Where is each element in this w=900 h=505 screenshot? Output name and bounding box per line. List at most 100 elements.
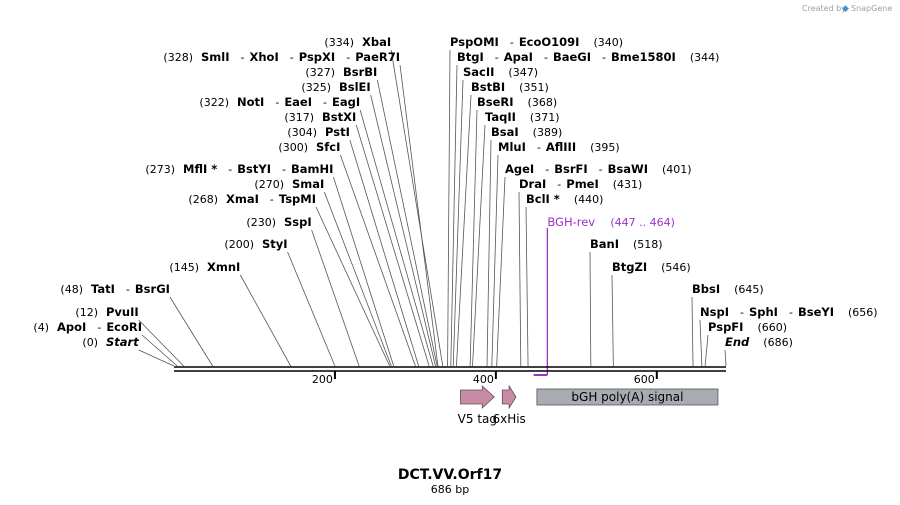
site-separator: - [126, 283, 130, 296]
site-pos-bstbi: (351) [519, 81, 549, 94]
site-xhoi[interactable]: XhoI [250, 50, 279, 64]
site-leader-sspi [311, 229, 360, 367]
feature-v5-tag[interactable]: V5 tag [458, 385, 497, 426]
site-start[interactable]: Start [106, 335, 139, 349]
site-btgzi[interactable]: BtgZI [612, 260, 647, 274]
site-bani[interactable]: BanI [590, 237, 619, 251]
site-leader-bbsi [691, 296, 694, 367]
site-pos-xmai: (268) [188, 193, 218, 206]
site-leader-noti [359, 109, 434, 367]
site-leader-smai [323, 191, 392, 367]
site-apai[interactable]: ApaI [504, 50, 533, 64]
site-separator: - [275, 96, 279, 109]
feature-bgh-poly-a-signal[interactable]: bGH poly(A) signal [536, 388, 719, 406]
site-mfli[interactable]: MflI * [183, 162, 217, 176]
site-pos-sfci: (300) [278, 141, 308, 154]
site-separator: - [346, 51, 350, 64]
site-leader-xmai [315, 206, 391, 367]
site-bseri[interactable]: BseRI [477, 95, 514, 109]
site-pspxi[interactable]: PspXI [299, 50, 335, 64]
site-separator: - [602, 51, 606, 64]
site-btgi[interactable]: BtgI [457, 50, 484, 64]
site-paer7i[interactable]: PaeR7I [355, 50, 400, 64]
site-pos-bbsi: (645) [734, 283, 764, 296]
site-tspmi[interactable]: TspMI [279, 192, 316, 206]
site-leader-drai [518, 191, 522, 367]
site-apoi[interactable]: ApoI [57, 320, 86, 334]
feature-label: 6xHis [492, 412, 525, 426]
site-pos-bcli: (440) [574, 193, 604, 206]
site-baegi[interactable]: BaeGI [553, 50, 591, 64]
site-bme1580i[interactable]: Bme1580I [611, 50, 676, 64]
site-pos-bani: (518) [633, 238, 663, 251]
site-bsawi[interactable]: BsaWI [608, 162, 648, 176]
site-bsai[interactable]: BsaI [491, 125, 519, 139]
site-bsrgi[interactable]: BsrGI [135, 282, 170, 296]
site-bbsi[interactable]: BbsI [692, 282, 720, 296]
site-leader-apoi [141, 334, 178, 367]
site-eagi[interactable]: EagI [332, 95, 360, 109]
site-mlui[interactable]: MluI [498, 140, 526, 154]
feature-box[interactable] [536, 388, 719, 406]
site-smai[interactable]: SmaI [292, 177, 324, 191]
site-pspfi[interactable]: PspFI [708, 320, 743, 334]
site-pspomi[interactable]: PspOMI [450, 35, 499, 49]
site-sacii[interactable]: SacII [463, 65, 494, 79]
site-bslei[interactable]: BslEI [339, 80, 371, 94]
site-eaei[interactable]: EaeI [284, 95, 312, 109]
site-leader-bseri [469, 109, 478, 367]
site-smli[interactable]: SmlI [201, 50, 230, 64]
site-pos-styi: (200) [224, 238, 254, 251]
feature-6xhis[interactable]: 6xHis [492, 384, 526, 426]
site-bsrfi[interactable]: BsrFI [554, 162, 587, 176]
site-separator: - [740, 306, 744, 319]
site-pos-smli: (328) [163, 51, 193, 64]
site-ecoo109i[interactable]: EcoO109I [519, 35, 580, 49]
site-bstbi[interactable]: BstBI [471, 80, 505, 94]
primer-bgh-rev[interactable]: BGH-rev (447 .. 464) [533, 215, 675, 376]
site-pos-end: (686) [763, 336, 793, 349]
site-separator: - [228, 163, 232, 176]
ruler-tick-label-400: 400 [473, 373, 494, 386]
site-pos-xbai: (334) [324, 36, 354, 49]
site-psti[interactable]: PstI [325, 125, 350, 139]
site-pmei[interactable]: PmeI [566, 177, 599, 191]
site-leader-psti [349, 139, 420, 367]
site-end[interactable]: End [725, 335, 750, 349]
site-bsrbi[interactable]: BsrBI [343, 65, 377, 79]
site-drai[interactable]: DraI [519, 177, 546, 191]
site-xbai[interactable]: XbaI [362, 35, 391, 49]
site-nspi[interactable]: NspI [700, 305, 729, 319]
site-styi[interactable]: StyI [262, 237, 288, 251]
site-pos-pspfi: (660) [757, 321, 787, 334]
site-bstxi[interactable]: BstXI [322, 110, 356, 124]
site-bstyi[interactable]: BstYI [237, 162, 271, 176]
site-sspi[interactable]: SspI [284, 215, 312, 229]
site-pvuii[interactable]: PvuII [106, 305, 139, 319]
site-xmai[interactable]: XmaI [226, 192, 259, 206]
site-leader-bstbi [456, 94, 472, 367]
site-agei[interactable]: AgeI [505, 162, 534, 176]
site-taqii[interactable]: TaqII [485, 110, 516, 124]
site-sphi[interactable]: SphI [749, 305, 778, 319]
site-tati[interactable]: TatI [91, 282, 115, 296]
feature-arrow[interactable] [460, 385, 495, 409]
site-bamhi[interactable]: BamHI [291, 162, 333, 176]
site-afliii[interactable]: AflIII [546, 140, 576, 154]
feature-arrow[interactable] [501, 384, 517, 410]
site-leader-taqii [472, 124, 486, 367]
site-ecori[interactable]: EcoRI [106, 320, 142, 334]
site-bseyi[interactable]: BseYI [798, 305, 834, 319]
primer-range: (447 .. 464) [610, 216, 675, 229]
site-xmni[interactable]: XmnI [207, 260, 240, 274]
site-noti[interactable]: NotI [237, 95, 264, 109]
ruler: 200 400 600 [312, 371, 658, 386]
ruler-tick-label-600: 600 [634, 373, 655, 386]
credit-brand: SnapGene [851, 4, 892, 13]
site-sfci[interactable]: SfcI [316, 140, 340, 154]
site-bcli[interactable]: BclI * [526, 192, 560, 206]
site-leader-agei [496, 176, 506, 367]
site-leader-bcli [525, 206, 529, 367]
credit-text: Created by [802, 4, 846, 13]
site-pos-tati: (48) [60, 283, 83, 296]
